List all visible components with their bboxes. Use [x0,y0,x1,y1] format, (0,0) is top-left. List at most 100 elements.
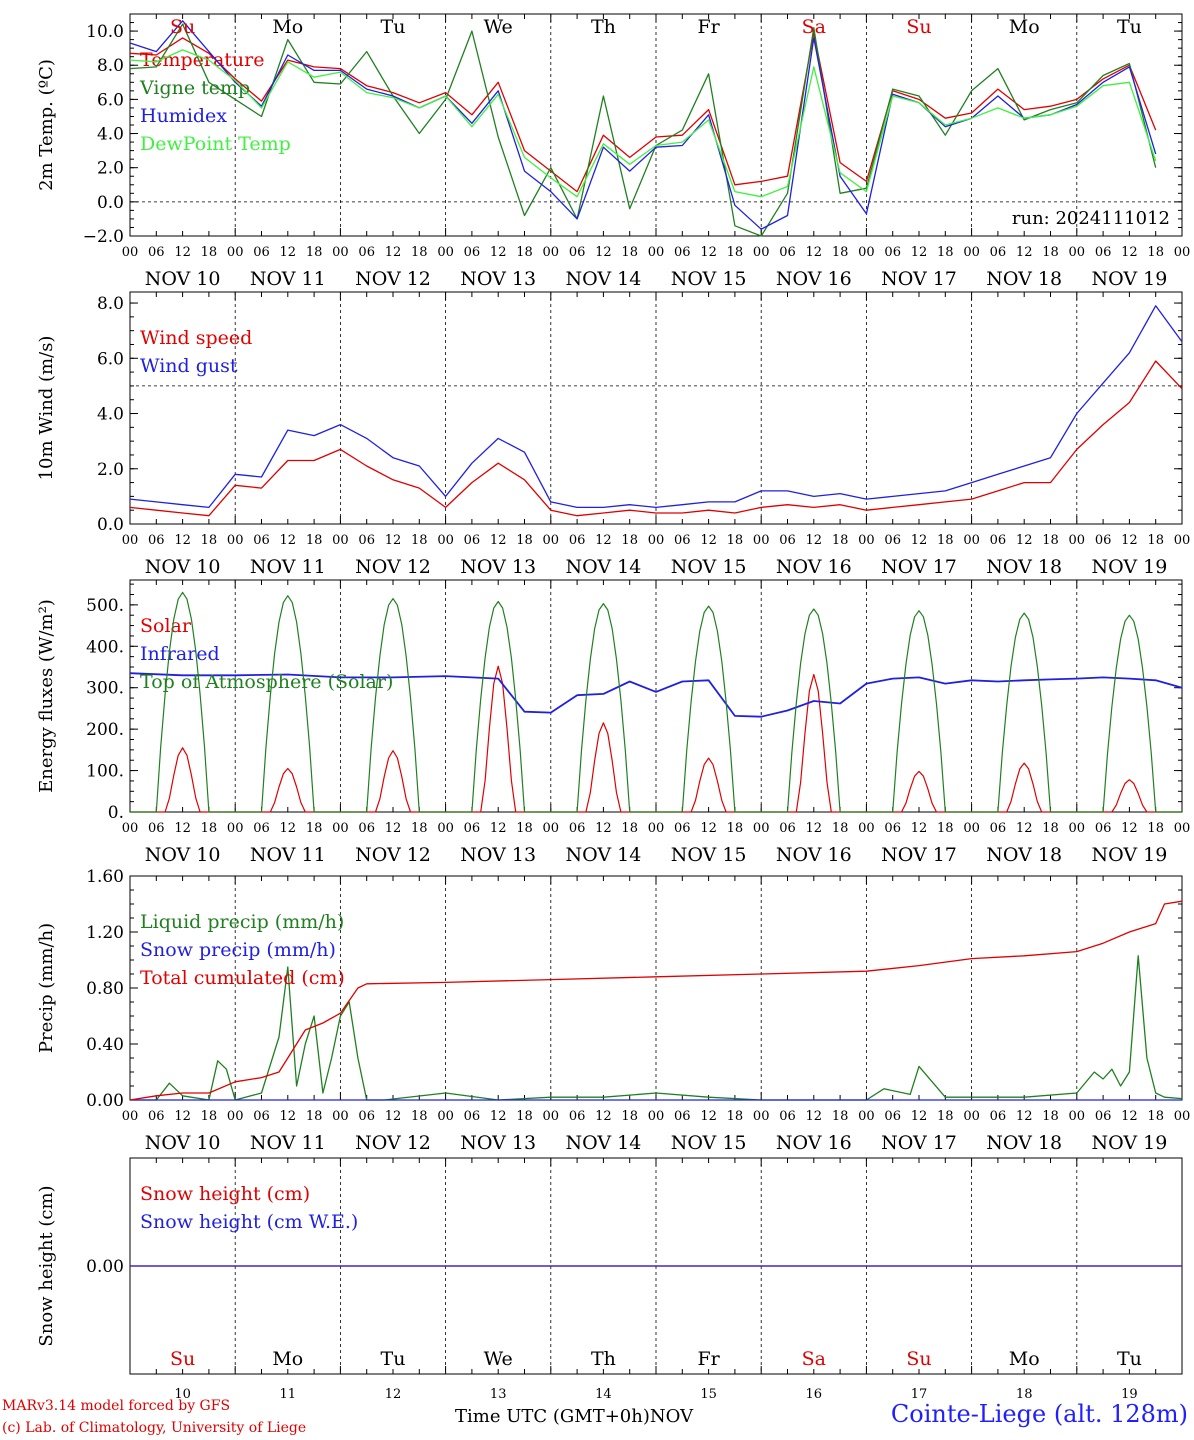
panel-3-hour-label: 06 [884,821,901,836]
weekday-top: Su [170,16,195,38]
panel-1-hour-label: 06 [148,245,165,260]
panel-1-day-label: NOV 19 [1091,268,1167,290]
day-number: 17 [911,1387,928,1402]
weekday-top: We [484,16,513,38]
panel-1-hour-label: 06 [884,245,901,260]
panel-1-hour-label: 00 [753,245,770,260]
panel-1-y-tick-label: 10.0 [86,22,124,42]
panel-4-hour-label: 00 [332,1109,349,1124]
panel-3-hour-label: 12 [806,821,823,836]
panel-2-hour-label: 06 [674,533,691,548]
panel-4-y-tick-label: 0.80 [86,979,124,999]
panel-1-hour-label: 12 [806,245,823,260]
panel-3-hour-label: 06 [253,821,270,836]
panel-4-hour-label: 00 [227,1109,244,1124]
panel-2-y-tick-label: 0.0 [97,515,124,535]
panel-2-hour-label: 06 [990,533,1007,548]
panel-2-hour-label: 18 [621,533,638,548]
panel-4-series-3 [129,900,1183,1101]
weekday-top: Sa [802,16,826,38]
panel-2-hour-label: 00 [858,533,875,548]
panel-3-hour-label: 12 [1016,821,1033,836]
panel-4-series-1 [130,955,1183,1101]
panel-1-series-3 [129,20,1157,230]
panel-4-hour-label: 18 [1147,1109,1164,1124]
panel-3-hour-label: 18 [201,821,218,836]
panel-2-hour-label: 18 [1147,533,1164,548]
panel-3-hour-label: 00 [122,821,139,836]
panel-2-hour-label: 00 [648,533,665,548]
panel-3-legend-3: Top of Atmosphere (Solar) [140,671,393,693]
panel-4-hour-label: 12 [595,1109,612,1124]
panel-2-hour-label: 12 [595,533,612,548]
panel-3-day-label: NOV 13 [460,844,536,866]
panel-3-hour-label: 06 [1095,821,1112,836]
panel-3-day-label: NOV 14 [565,844,641,866]
panel-1-hour-label: 12 [280,245,297,260]
panel-4-hour-label: 18 [937,1109,954,1124]
panel-1-hour-label: 12 [911,245,928,260]
day-number: 19 [1121,1387,1138,1402]
weekday-bottom: Fr [697,1348,720,1370]
panel-2-hour-label: 12 [806,533,823,548]
panel-1-legend-4: DewPoint Temp [140,133,291,155]
panel-5-y-axis-label: Snow height (cm) [36,1185,57,1346]
panel-1-legend-2: Vigne temp [139,77,250,99]
panel-3-day-label: NOV 19 [1091,844,1167,866]
panel-3-hour-label: 00 [858,821,875,836]
panel-1-hour-label: 00 [437,245,454,260]
panel-4-day-label: NOV 17 [881,1132,957,1154]
panel-2-hour-label: 00 [543,533,560,548]
panel-2-y-tick-label: 4.0 [97,405,124,425]
weekday-top: Mo [1009,16,1040,38]
weekday-bottom: Tu [1117,1348,1142,1370]
panel-1-y-tick-label: 2.0 [97,159,124,179]
panel-3-hour-label: 00 [332,821,349,836]
weekday-bottom: Tu [381,1348,406,1370]
panel-4-hour-label: 06 [779,1109,796,1124]
panel-2-day-label: NOV 15 [671,556,747,578]
panel-5-legend-2: Snow height (cm W.E.) [140,1211,358,1233]
panel-1-hour-label: 18 [937,245,954,260]
day-number: 10 [174,1387,191,1402]
day-number: 13 [490,1387,507,1402]
panel-1-y-axis-label: 2m Temp. (ºC) [36,59,57,191]
weekday-top: Mo [272,16,303,38]
panel-1-hour-label: 18 [306,245,323,260]
weekday-top: Tu [381,16,406,38]
panel-4-hour-label: 00 [753,1109,770,1124]
panel-2-legend-2: Wind gust [140,355,238,377]
panel-3-hour-label: 18 [832,821,849,836]
panel-4-hour-label: 18 [411,1109,428,1124]
x-axis-title: Time UTC (GMT+0h)NOV [455,1406,693,1427]
panel-2-hour-label: 18 [937,533,954,548]
panel-3-hour-label: 06 [779,821,796,836]
panel-3-y-tick-label: 100. [86,762,124,782]
panel-4-hour-label: 12 [280,1109,297,1124]
day-number: 11 [280,1387,297,1402]
panel-4-y-axis-label: Precip (mm/h) [36,923,57,1053]
panel-4-legend-2: Snow precip (mm/h) [140,939,336,961]
panel-1-day-label: NOV 15 [671,268,747,290]
panel-3-y-tick-label: 300. [86,679,124,699]
panel-4-day-label: NOV 12 [355,1132,431,1154]
panel-1-series-2 [129,23,1157,237]
panel-4-hour-label: 06 [253,1109,270,1124]
panel-3-hour-label: 18 [306,821,323,836]
panel-1-y-tick-label: 4.0 [97,125,124,145]
panel-1-hour-label: 06 [358,245,375,260]
panel-3-hour-label: 12 [280,821,297,836]
panel-1-hour-label: 06 [464,245,481,260]
panel-2-day-label: NOV 12 [355,556,431,578]
panel-3-hour-label: 06 [148,821,165,836]
panel-4-hour-label: 00 [858,1109,875,1124]
panel-1-hour-label: 06 [779,245,796,260]
day-number: 14 [595,1387,612,1402]
panel-4-hour-label: 00 [1174,1109,1191,1124]
panel-3-day-label: NOV 11 [250,844,326,866]
panel-4-hour-label: 06 [884,1109,901,1124]
panel-2-day-label: NOV 13 [460,556,536,578]
panel-3-y-tick-label: 0. [108,803,124,823]
panel-4-hour-label: 12 [1016,1109,1033,1124]
